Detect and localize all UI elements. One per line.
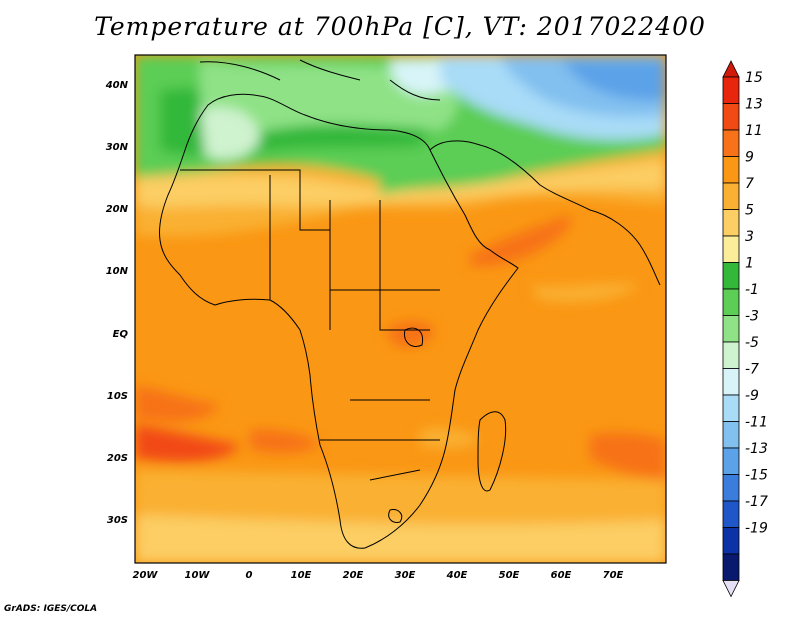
- colorbar-swatch: [722, 156, 740, 184]
- colorbar-swatch: [722, 262, 740, 290]
- colorbar-label: -13: [745, 441, 768, 457]
- colorbar-label: -3: [745, 309, 759, 325]
- map-title: Temperature at 700hPa [C], VT: 201702240…: [94, 12, 706, 41]
- colorbar-swatch: [722, 209, 740, 237]
- colorbar-swatch: [722, 288, 740, 316]
- colorbar-swatch: [722, 447, 740, 475]
- lon-tick-label: 10E: [291, 570, 312, 581]
- lat-tick-label: 10S: [107, 391, 128, 402]
- colorbar-label: 3: [745, 229, 754, 245]
- colorbar-swatch: [722, 553, 740, 581]
- colorbar-swatch: [722, 341, 740, 369]
- colorbar-upper-arrow: [722, 60, 740, 78]
- colorbar-label: 15: [745, 70, 763, 86]
- lat-tick-label: 10N: [106, 266, 129, 277]
- lat-tick-label: 20S: [107, 453, 128, 464]
- colorbar-label: 5: [745, 203, 754, 219]
- colorbar-label: 9: [745, 150, 754, 166]
- colorbar-label: 13: [745, 97, 763, 113]
- lon-tick-label: 60E: [551, 570, 572, 581]
- colorbar-swatch: [722, 129, 740, 157]
- colorbar-swatch: [722, 182, 740, 210]
- lon-tick-label: 0: [246, 570, 253, 581]
- temperature-field: [135, 55, 666, 563]
- colorbar-swatch: [722, 527, 740, 555]
- colorbar-swatch: [722, 421, 740, 449]
- latitude-axis: 40N 30N 20N 10N EQ 10S 20S 30S: [105, 80, 129, 526]
- colorbar: 15 13 11 9 7 5 3 1 -1 -3 -5 -7 -9 -11 -13 -15 -17 -19: [722, 60, 768, 598]
- colorbar-label: -9: [745, 388, 759, 404]
- colorbar-label: -15: [745, 468, 768, 484]
- plot-frame: [134, 54, 667, 564]
- lon-tick-label: 40E: [446, 570, 468, 581]
- lat-tick-label: 20N: [106, 204, 129, 215]
- colorbar-label: -11: [745, 415, 768, 431]
- lon-tick-label: 20E: [343, 570, 364, 581]
- lon-tick-label: 70E: [603, 570, 624, 581]
- colorbar-lower-arrow: [722, 580, 740, 598]
- lat-tick-label: 30N: [106, 142, 129, 153]
- colorbar-swatch: [722, 394, 740, 422]
- colorbar-label: 1: [745, 256, 754, 272]
- colorbar-swatch: [722, 368, 740, 396]
- colorbar-swatch: [722, 103, 740, 131]
- lon-tick-label: 10W: [185, 570, 211, 581]
- colorbar-swatch: [722, 235, 740, 263]
- colorbar-label: -5: [745, 335, 759, 351]
- lat-tick-label: EQ: [113, 329, 129, 340]
- colorbar-label: -7: [745, 362, 759, 378]
- lon-tick-label: 50E: [499, 570, 520, 581]
- colorbar-label: 11: [745, 123, 763, 139]
- colorbar-swatch: [722, 500, 740, 528]
- colorbar-label: -17: [745, 494, 768, 510]
- longitude-axis: 20W 10W 0 10E 20E 30E 40E 50E 60E 70E: [133, 570, 624, 581]
- colorbar-swatch: [722, 474, 740, 502]
- credit-label: GrADS: IGES/COLA: [4, 604, 98, 614]
- coastlines: [159, 59, 661, 549]
- colorbar-swatch: [722, 76, 740, 104]
- lon-tick-label: 20W: [133, 570, 159, 581]
- lat-tick-label: 30S: [107, 515, 128, 526]
- colorbar-label: -19: [745, 521, 768, 537]
- colorbar-label: 7: [745, 176, 754, 192]
- lat-tick-label: 40N: [105, 80, 129, 91]
- colorbar-swatch: [722, 315, 740, 343]
- lon-tick-label: 30E: [395, 570, 416, 581]
- colorbar-label: -1: [745, 282, 759, 298]
